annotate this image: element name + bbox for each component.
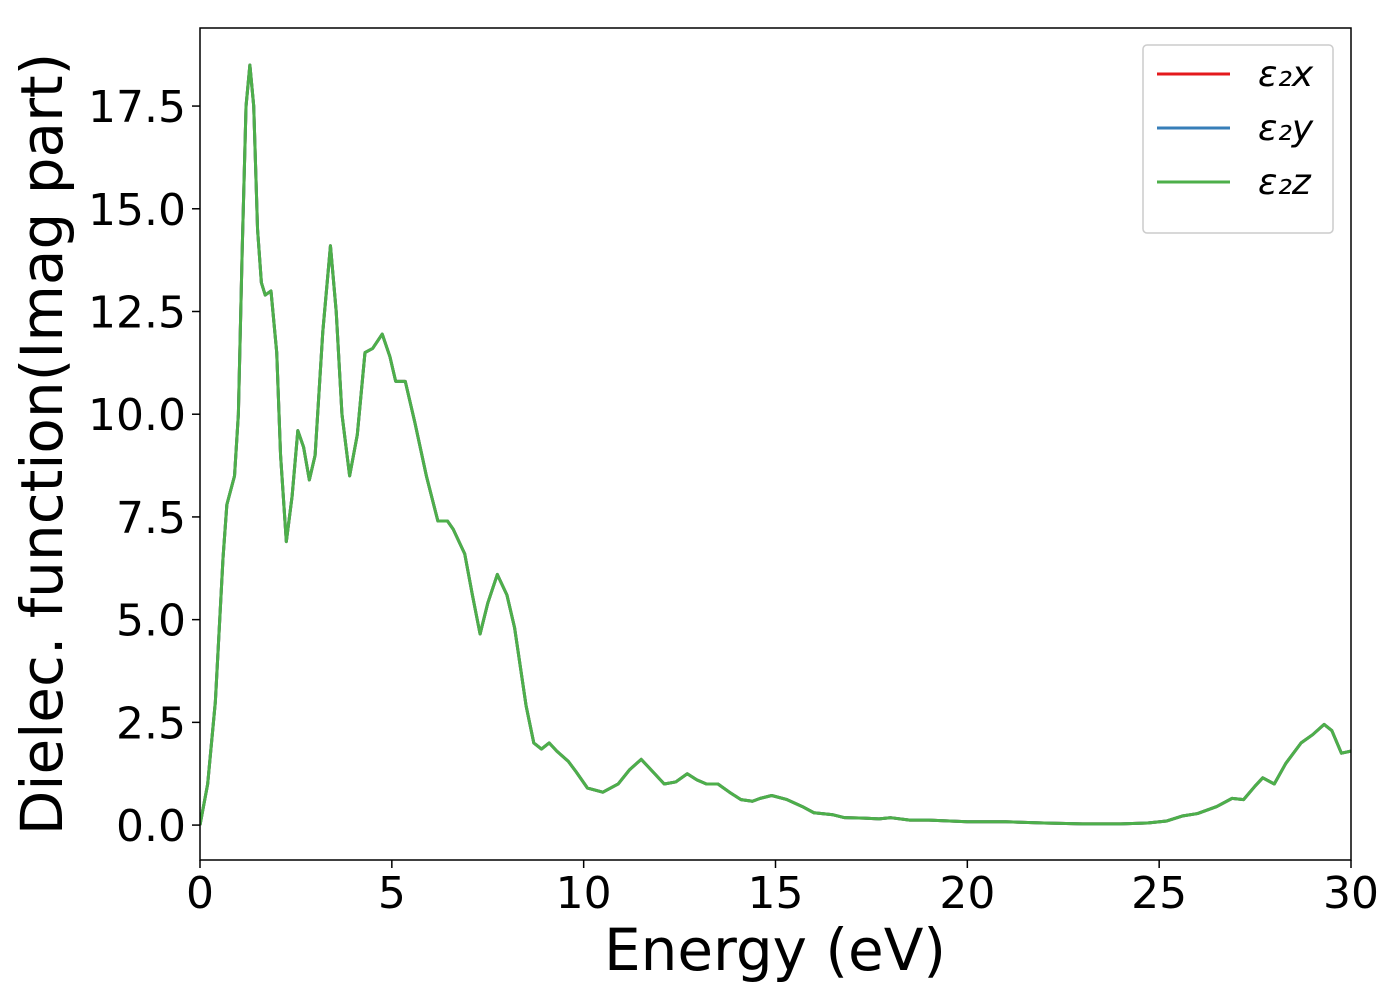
- y-tick-label: 7.5: [116, 493, 186, 544]
- legend-label: ε₂y: [1258, 108, 1314, 149]
- y-tick-label: 2.5: [116, 698, 186, 749]
- x-axis-label: Energy (eV): [604, 916, 946, 984]
- x-tick-label: 30: [1323, 868, 1379, 919]
- line-series: [200, 63, 1351, 826]
- x-tick-label: 25: [1131, 868, 1187, 919]
- y-tick-label: 17.5: [88, 82, 186, 133]
- x-tick-label: 10: [556, 868, 612, 919]
- y-tick-label: 0.0: [116, 801, 186, 852]
- x-tick-label: 15: [748, 868, 804, 919]
- x-tick-label: 5: [378, 868, 406, 919]
- x-tick-label: 0: [186, 868, 214, 919]
- legend-label: ε₂z: [1258, 162, 1312, 203]
- y-tick-label: 12.5: [88, 287, 186, 338]
- y-tick-label: 10.0: [88, 390, 186, 441]
- y-tick-label: 15.0: [88, 185, 186, 236]
- legend-box: [1142, 44, 1334, 234]
- x-tick-label: 20: [939, 868, 995, 919]
- y-tick-label: 5.0: [116, 596, 186, 647]
- plot-frame: [199, 27, 1352, 861]
- y-axis-label: Dielec. function(Imag part): [8, 53, 76, 836]
- legend-label: ε₂x: [1258, 54, 1314, 95]
